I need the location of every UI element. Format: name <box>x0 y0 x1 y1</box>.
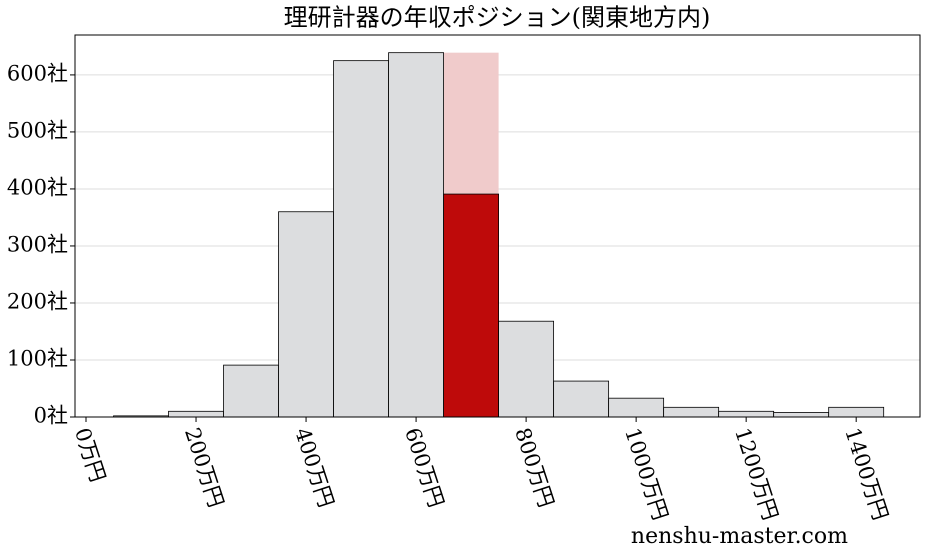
x-tick-label: 600万円 <box>400 425 448 510</box>
bar <box>333 60 389 418</box>
y-tick-label: 600社 <box>7 61 68 85</box>
bar <box>663 406 720 418</box>
chart-title: 理研計器の年収ポジション(関東地方内) <box>284 4 711 32</box>
bar <box>388 52 444 418</box>
x-tick-label: 800万円 <box>510 425 558 510</box>
x-tick-label: 1200万円 <box>730 425 782 523</box>
bar <box>718 410 775 418</box>
y-tick-label: 500社 <box>7 118 68 142</box>
bar <box>773 412 830 418</box>
y-tick-label: 0社 <box>34 404 68 428</box>
plot-frame <box>74 34 921 418</box>
bar <box>828 406 885 418</box>
bar <box>553 380 610 418</box>
x-tick-label: 0万円 <box>70 425 110 485</box>
x-tick-label: 200万円 <box>180 425 228 510</box>
y-tick-label: 100社 <box>7 346 68 370</box>
bar <box>278 211 334 418</box>
bar <box>498 320 555 418</box>
y-tick-label: 400社 <box>7 175 68 199</box>
bar <box>168 410 224 418</box>
y-tick-label: 200社 <box>7 289 68 313</box>
bar <box>443 193 500 418</box>
watermark: nenshu-master.com <box>631 524 848 549</box>
y-tick-label: 300社 <box>7 232 68 256</box>
x-tick-label: 1400万円 <box>840 425 892 523</box>
x-tick-label: 1000万円 <box>620 425 672 523</box>
x-tick-label: 400万円 <box>290 425 338 510</box>
bar <box>608 397 665 418</box>
bar <box>223 364 279 418</box>
